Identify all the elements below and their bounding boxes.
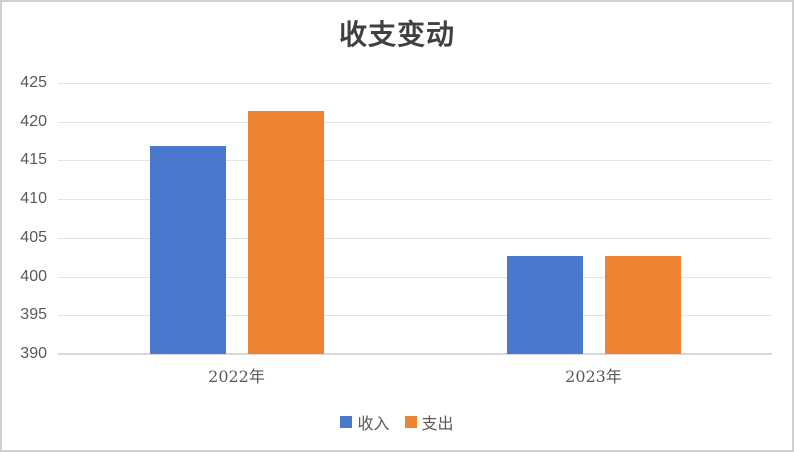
y-tick-label: 425 [20, 74, 47, 91]
chart-title: 收支变动 [338, 18, 455, 51]
legend-swatch-expense [404, 416, 417, 428]
gridline [58, 199, 772, 201]
x-axis-label: 2023年 [565, 367, 622, 386]
y-tick-label: 405 [20, 228, 47, 246]
income-bar-2023 [506, 256, 583, 354]
x-axis-label: 2022年 [208, 367, 265, 386]
expense-bar-2023 [604, 256, 681, 354]
y-tick-label: 400 [20, 267, 47, 285]
gridline [58, 121, 772, 123]
gridline [58, 315, 772, 317]
legend-item-income: 收入 [340, 410, 390, 434]
expense-bar-2022 [247, 110, 324, 354]
legend-label-expense: 支出 [421, 414, 454, 433]
income-bar-2022 [149, 145, 226, 354]
legend-item-expense: 支出 [404, 410, 454, 434]
legend: 收入 支出 [2, 410, 792, 434]
gridline [58, 276, 772, 278]
legend-swatch-income [340, 416, 353, 428]
y-tick-label: 395 [20, 306, 47, 324]
plot-area: 390 395 400 405 410 415 420 425 2022年 2023年 [20, 75, 772, 386]
gridline [58, 160, 772, 162]
y-tick-label: 415 [20, 151, 47, 169]
legend-label-income: 收入 [357, 414, 390, 433]
y-tick-label: 390 [20, 345, 47, 362]
gridline [58, 237, 772, 239]
y-tick-label: 410 [20, 190, 47, 208]
x-axis-line [58, 353, 772, 355]
y-tick-label: 420 [20, 112, 47, 130]
gridline [58, 83, 772, 84]
